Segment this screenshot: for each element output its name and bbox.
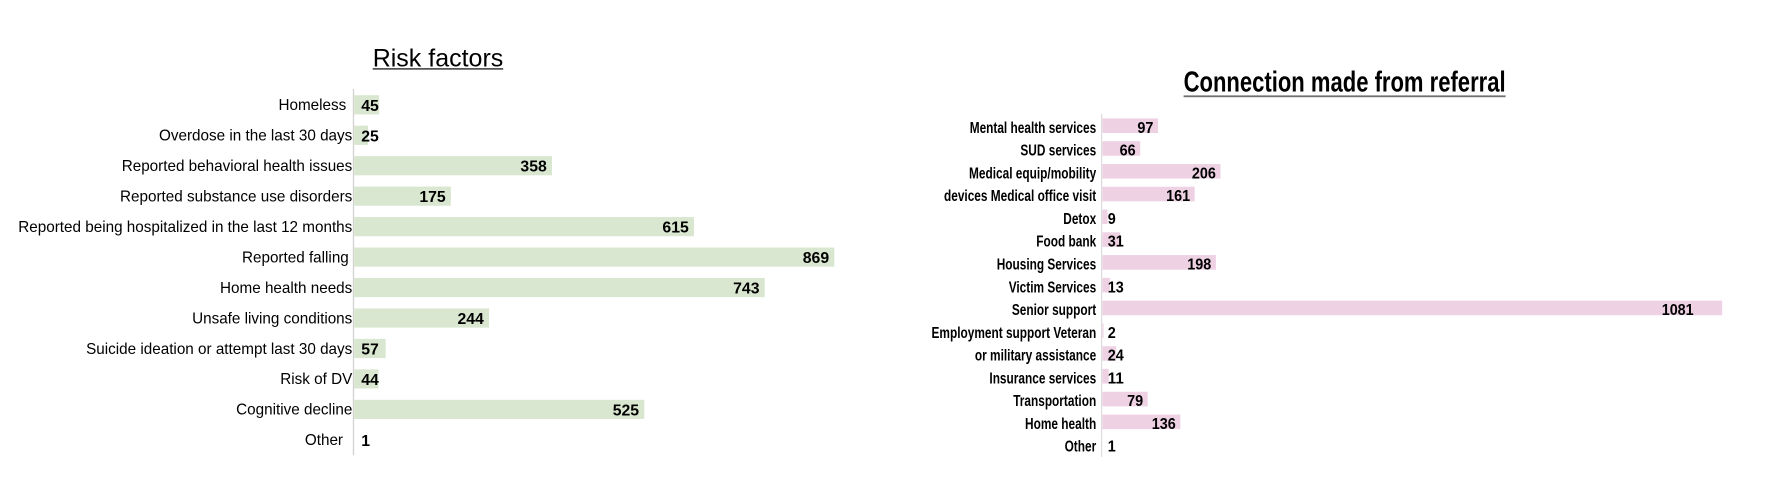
svg-text:24: 24	[1108, 348, 1124, 365]
svg-text:1: 1	[1108, 439, 1116, 456]
svg-text:Mental health services: Mental health services	[970, 120, 1097, 137]
svg-text:Housing Services: Housing Services	[997, 256, 1097, 273]
svg-text:44: 44	[361, 372, 379, 389]
svg-text:161: 161	[1166, 188, 1190, 205]
svg-text:198: 198	[1187, 256, 1211, 273]
svg-text:Detox: Detox	[1063, 211, 1096, 228]
svg-text:Other: Other	[1065, 439, 1097, 456]
svg-text:Reported being hospitalized in: Reported being hospitalized in the last …	[18, 219, 352, 236]
svg-text:Senior support: Senior support	[1012, 302, 1096, 319]
svg-text:Reported falling: Reported falling	[242, 249, 349, 266]
svg-text:1: 1	[361, 433, 370, 450]
svg-text:97: 97	[1137, 120, 1153, 137]
svg-text:743: 743	[733, 281, 760, 298]
svg-text:2: 2	[1108, 325, 1116, 342]
svg-text:Overdose in the last 30 days: Overdose in the last 30 days	[159, 128, 353, 145]
svg-text:11: 11	[1108, 370, 1124, 387]
svg-text:or military assistance: or military assistance	[975, 348, 1097, 365]
svg-text:9: 9	[1108, 211, 1116, 228]
svg-text:devices Medical office visit: devices Medical office visit	[944, 188, 1096, 205]
svg-text:66: 66	[1120, 143, 1136, 160]
svg-text:Home health needs: Home health needs	[220, 280, 353, 297]
svg-text:45: 45	[361, 98, 379, 115]
svg-text:136: 136	[1152, 416, 1176, 433]
svg-text:SUD services: SUD services	[1020, 143, 1096, 160]
svg-text:Victim Services: Victim Services	[1009, 279, 1097, 296]
svg-text:Transportation: Transportation	[1013, 393, 1096, 410]
svg-text:Risk of DV: Risk of DV	[280, 371, 353, 388]
svg-text:358: 358	[520, 159, 547, 176]
svg-text:206: 206	[1192, 165, 1216, 182]
svg-text:25: 25	[361, 128, 379, 145]
svg-text:Unsafe living conditions: Unsafe living conditions	[192, 310, 353, 327]
svg-text:Reported substance use disorde: Reported substance use disorders	[120, 188, 353, 205]
svg-text:Other: Other	[305, 432, 343, 449]
svg-text:13: 13	[1108, 279, 1124, 296]
svg-text:Homeless: Homeless	[278, 97, 346, 114]
svg-text:Insurance services: Insurance services	[989, 370, 1096, 387]
svg-text:Connection made from referral: Connection made from referral	[1184, 66, 1506, 98]
svg-text:Home health: Home health	[1025, 416, 1096, 433]
svg-text:869: 869	[803, 250, 830, 267]
svg-text:Cognitive decline: Cognitive decline	[236, 402, 352, 419]
svg-text:Employment support Veteran: Employment support Veteran	[932, 325, 1097, 342]
svg-text:175: 175	[419, 189, 446, 206]
svg-text:57: 57	[361, 341, 379, 358]
svg-text:Food bank: Food bank	[1036, 234, 1096, 251]
svg-text:244: 244	[457, 311, 484, 328]
svg-text:79: 79	[1127, 393, 1143, 410]
svg-text:Medical equip/mobility: Medical equip/mobility	[969, 165, 1096, 182]
svg-text:615: 615	[662, 220, 689, 237]
svg-text:1081: 1081	[1662, 302, 1694, 319]
svg-text:31: 31	[1108, 234, 1124, 251]
svg-text:525: 525	[613, 402, 640, 419]
svg-text:Risk factors: Risk factors	[373, 45, 504, 73]
svg-text:Reported behavioral health iss: Reported behavioral health issues	[122, 158, 353, 175]
svg-text:Suicide ideation or attempt la: Suicide ideation or attempt last 30 days	[86, 341, 353, 358]
